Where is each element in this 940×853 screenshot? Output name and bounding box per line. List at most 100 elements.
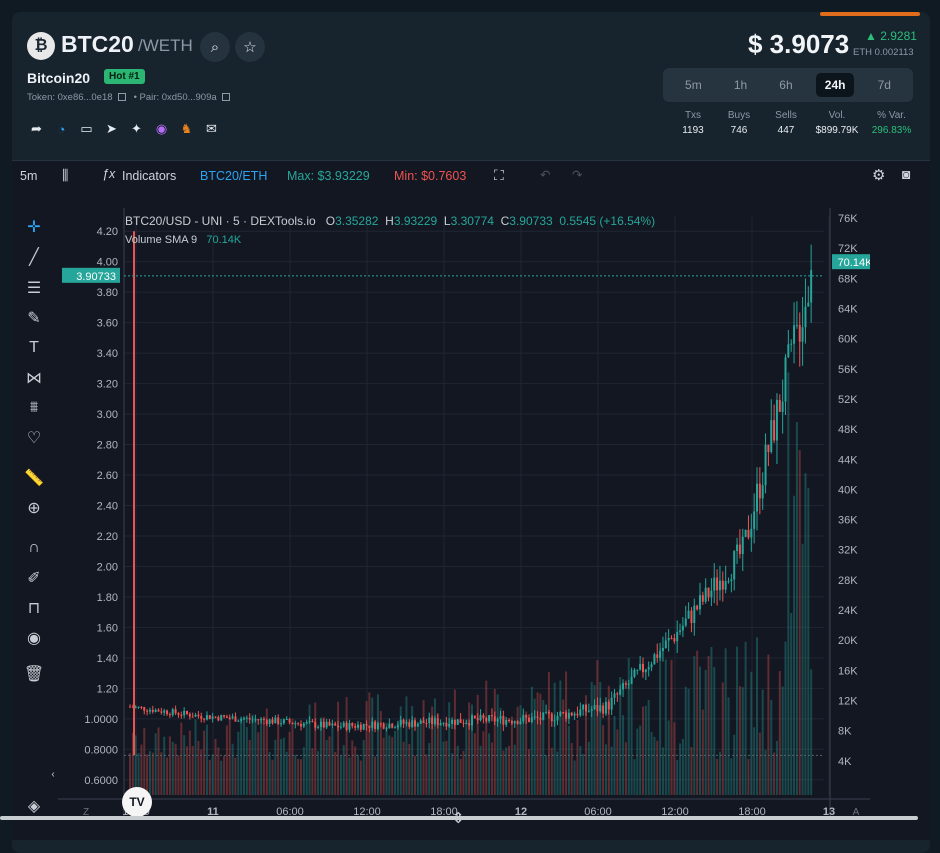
eye-icon[interactable]: ◉ — [27, 630, 41, 647]
zoom-in-icon[interactable]: ⊕ — [27, 500, 41, 517]
volume-bar — [282, 737, 285, 795]
magnet-icon[interactable]: ∩ — [28, 539, 40, 556]
volume-bar — [428, 742, 431, 795]
symbol-button[interactable]: BTC20/ETH — [200, 169, 268, 183]
favorite-button[interactable]: ☆ — [235, 32, 265, 62]
candle-body — [354, 725, 357, 728]
copy-token-icon[interactable] — [117, 93, 126, 102]
binoculars-button[interactable]: ⌕ — [200, 32, 230, 62]
chart-icon[interactable]: ◔ — [57, 121, 66, 137]
pattern-icon[interactable]: ⋈ — [26, 370, 42, 387]
candle-body — [516, 721, 519, 725]
metamask-icon[interactable]: ♞ — [180, 121, 193, 136]
volume-bar — [787, 372, 790, 795]
trendline-icon[interactable]: ╱ — [29, 249, 39, 266]
heart-icon[interactable]: ♡ — [26, 430, 42, 447]
redo-icon[interactable]: ↷ — [572, 168, 583, 182]
drag-icon[interactable]: ⇕ — [452, 810, 465, 827]
volume-bar — [385, 722, 388, 795]
candle-body — [653, 654, 656, 665]
candle-body — [188, 713, 191, 717]
volume-tick-label: 36K — [838, 515, 858, 527]
twitter-icon[interactable]: ✦ — [131, 121, 142, 136]
indicators-icon[interactable]: ƒx — [102, 167, 116, 181]
text-tool-icon[interactable]: T — [29, 339, 39, 356]
chart-toolbar: 5m ⫼ ƒx Indicators BTC20/ETH Max: $3.932… — [12, 161, 930, 193]
volume-bar — [707, 656, 710, 795]
volume-bar — [291, 718, 294, 795]
candle-body — [619, 689, 622, 695]
candle-body — [567, 712, 570, 719]
settings-icon[interactable]: ⚙ — [872, 167, 886, 184]
trash-icon[interactable]: 🗑 — [23, 666, 45, 683]
volume-bar — [214, 738, 217, 795]
share-icon[interactable]: ➦ — [31, 121, 42, 136]
indicators-button[interactable]: Indicators — [122, 169, 177, 183]
timeframe-1h[interactable]: 1h — [733, 78, 748, 92]
volume-bar — [254, 718, 257, 795]
volume-bar — [661, 747, 664, 795]
lock-icon[interactable]: ⊓ — [27, 600, 41, 617]
undo-icon[interactable]: ↶ — [540, 168, 551, 182]
volume-bar — [585, 695, 587, 795]
volume-bar — [525, 711, 528, 795]
volume-bar — [166, 757, 169, 795]
brush-icon[interactable]: ✎ — [27, 310, 41, 327]
volume-bar — [775, 740, 778, 795]
volume-bar — [300, 759, 302, 795]
volume-tick-label: 24K — [838, 605, 858, 617]
candle-body — [539, 717, 542, 720]
layers-icon[interactable]: ◈ — [27, 798, 41, 815]
interval-button[interactable]: 5m — [20, 169, 38, 183]
candle-type-icon[interactable]: ⫼ — [62, 167, 69, 183]
candle-body — [262, 718, 265, 721]
volume-bar — [750, 671, 753, 795]
social-links: ➦ ◔ ▭ ➤ ✦ ◉ ♞ ✉ — [27, 120, 221, 138]
volume-bar — [644, 705, 647, 795]
timeframe-6h[interactable]: 6h — [779, 78, 793, 92]
candle-body — [801, 327, 804, 342]
fullscreen-icon[interactable]: ⛶ — [494, 167, 504, 183]
candle-body — [433, 718, 436, 725]
mail-icon[interactable]: ✉ — [206, 121, 217, 136]
camera-icon[interactable]: ◙ — [902, 166, 911, 182]
timeframe-24h[interactable]: 24h — [815, 73, 855, 97]
timeframe-7d[interactable]: 7d — [877, 78, 891, 92]
volume-bar — [422, 700, 425, 795]
volume-bar — [388, 735, 391, 795]
candle-body — [793, 325, 796, 344]
volume-bar — [337, 701, 340, 795]
price-chart[interactable]: 4.20 4.00 3.80 3.60 3.40 3.20 3.00 2.80 2.60 2.40… — [58, 208, 870, 818]
resize-handle[interactable] — [0, 816, 918, 820]
collapse-arrow-icon[interactable]: ‹ — [51, 768, 55, 780]
volume-bar — [396, 723, 399, 795]
volume-bar — [288, 732, 291, 795]
volume-bar — [533, 698, 536, 795]
volume-bar — [131, 732, 134, 795]
lock-draw-icon[interactable]: ✐ — [27, 570, 41, 587]
volume-bar — [368, 692, 371, 795]
price-tick-label: 1.20 — [97, 683, 118, 695]
legend-c-label: C — [500, 214, 510, 228]
monitor-icon[interactable]: ▭ — [80, 121, 93, 136]
timeframe-5m[interactable]: 5m — [685, 78, 702, 92]
volume-bar — [747, 758, 750, 795]
fib-lines-icon[interactable]: ☰ — [26, 280, 42, 297]
volume-bar — [798, 450, 801, 795]
forecast-icon[interactable]: ⩩ — [29, 399, 39, 416]
telegram-icon[interactable]: ➤ — [106, 121, 117, 136]
chart-legend: BTC20/USD - UNI · 5 · DEXTools.io O3.352… — [125, 214, 655, 228]
pair-quote: /WETH — [138, 36, 193, 55]
ruler-icon[interactable]: 📏 — [24, 470, 44, 487]
volume-bar — [322, 717, 325, 795]
candle-body — [510, 721, 513, 724]
volume-bar — [522, 714, 525, 795]
candle-body — [721, 580, 724, 590]
candle-body — [556, 715, 559, 721]
copy-pair-icon[interactable] — [221, 93, 230, 102]
candle-body — [200, 716, 203, 719]
web-icon[interactable]: ◉ — [155, 121, 168, 136]
crosshair-icon[interactable]: ✛ — [27, 219, 41, 236]
candle-body — [596, 704, 599, 712]
volume-bar — [619, 676, 622, 795]
